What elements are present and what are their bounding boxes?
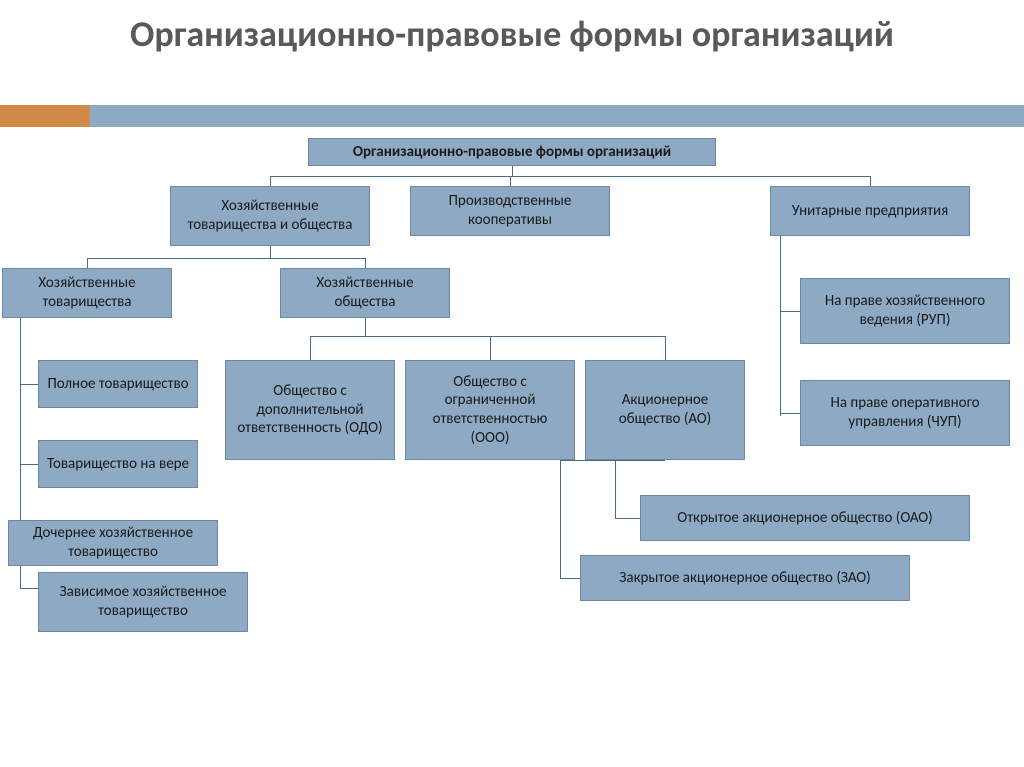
- node-oao: Открытое акционерное общество (ОАО): [640, 495, 970, 541]
- connector-line: [780, 311, 800, 312]
- node-unitpred: Унитарные предприятия: [770, 186, 970, 236]
- connector-line: [512, 166, 513, 176]
- connector-line: [560, 460, 561, 578]
- node-root: Организационно-правовые формы организаци…: [308, 138, 716, 166]
- connector-line: [560, 460, 665, 461]
- connector-line: [270, 176, 271, 186]
- connector-line: [665, 336, 666, 360]
- connector-line: [870, 176, 871, 186]
- connector-line: [560, 578, 580, 579]
- connector-line: [490, 336, 491, 360]
- connector-line: [780, 413, 800, 414]
- node-polnoe: Полное товарищество: [38, 360, 198, 408]
- node-navere: Товарищество на вере: [38, 440, 198, 488]
- node-zavisimoe: Зависимое хозяйственное товарищество: [38, 572, 248, 632]
- node-hoztovish: Хозяйственные товарищества: [2, 268, 172, 318]
- connector-line: [365, 318, 366, 336]
- node-ooo: Общество с ограниченной ответственностью…: [405, 360, 575, 460]
- connector-line: [365, 258, 366, 268]
- connector-line: [20, 464, 38, 465]
- connector-line: [270, 176, 870, 177]
- node-rup: На праве хозяйственного ведения (РУП): [800, 278, 1010, 344]
- node-dochernee: Дочернее хозяйственное товарищество: [8, 520, 218, 566]
- connector-line: [615, 518, 640, 519]
- connector-line: [87, 258, 365, 259]
- connector-line: [510, 176, 511, 186]
- node-chup: На праве оперативного управления (ЧУП): [800, 380, 1010, 446]
- node-zao: Закрытое акционерное общество (ЗАО): [580, 555, 910, 601]
- connector-line: [20, 588, 38, 589]
- connector-line: [270, 246, 271, 258]
- connector-line: [615, 460, 616, 518]
- connector-line: [780, 236, 781, 416]
- connector-line: [20, 384, 38, 385]
- node-ao: Акционерное общество (АО): [585, 360, 745, 460]
- page-title: Организационно-правовые формы организаци…: [0, 0, 1024, 62]
- accent-left: [0, 105, 90, 127]
- accent-right: [90, 105, 1024, 127]
- node-hoztov: Хозяйственные товарищества и общества: [170, 186, 370, 246]
- node-hozobsh: Хозяйственные общества: [280, 268, 450, 318]
- connector-line: [87, 258, 88, 268]
- connector-line: [310, 336, 311, 360]
- node-prodkoop: Производственные кооперативы: [410, 186, 610, 236]
- connector-line: [310, 336, 665, 337]
- node-odo: Общество с дополнительной ответственност…: [225, 360, 395, 460]
- accent-bar: [0, 105, 1024, 127]
